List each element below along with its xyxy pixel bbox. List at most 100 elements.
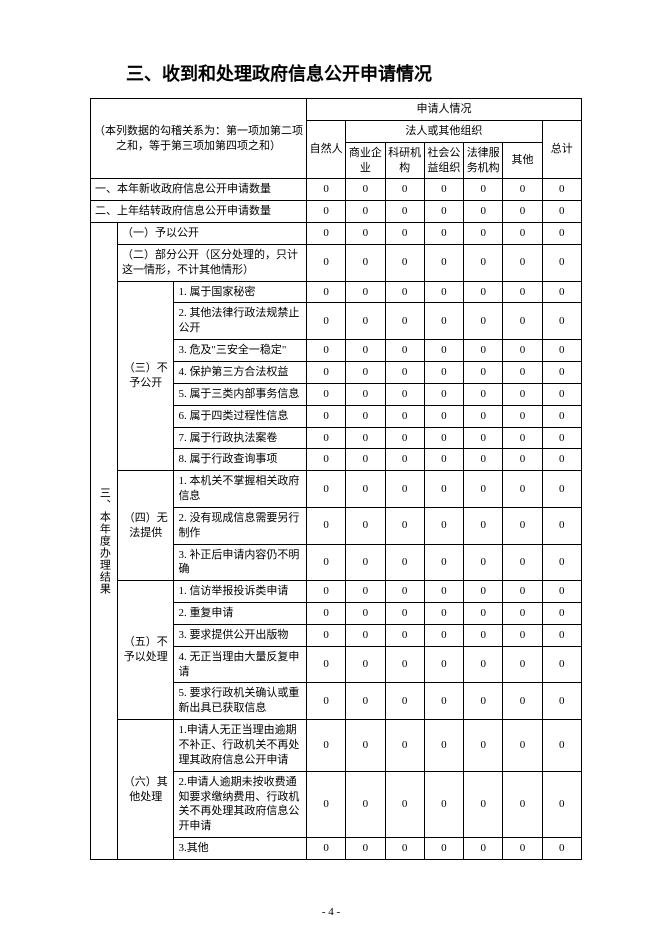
cell: 0 — [346, 179, 385, 201]
application-table: （本列数据的勾稽关系为：第一项加第二项之和，等于第三项加第四项之和） 申请人情况… — [90, 98, 582, 860]
section3-label: 三、本年度办理结果 — [91, 223, 118, 860]
cell: 0 — [464, 340, 503, 362]
cell: 0 — [503, 449, 542, 471]
cell: 0 — [503, 303, 542, 340]
cell: 0 — [424, 720, 463, 772]
cell: 0 — [464, 383, 503, 405]
cell: 0 — [464, 303, 503, 340]
cell: 0 — [464, 471, 503, 508]
cell: 0 — [542, 361, 581, 383]
s3-5-0: 1. 信访举报投诉类申请 — [174, 581, 307, 603]
cell: 0 — [503, 281, 542, 303]
table-row: （六）其他处理 1.申请人无正当理由逾期不补正、行政机关不再处理其政府信息公开申… — [91, 720, 582, 772]
cell: 0 — [424, 544, 463, 581]
s3-6-0: 1.申请人无正当理由逾期不补正、行政机关不再处理其政府信息公开申请 — [174, 720, 307, 772]
cell: 0 — [542, 281, 581, 303]
cell: 0 — [424, 603, 463, 625]
cell: 0 — [542, 838, 581, 860]
cell: 0 — [503, 624, 542, 646]
cell: 0 — [385, 838, 424, 860]
cell: 0 — [424, 281, 463, 303]
row1-label: 一、本年新收政府信息公开申请数量 — [91, 179, 307, 201]
s3-6-1: 2.申请人逾期未按收费通知要求缴纳费用、行政机关不再处理其政府信息公开申请 — [174, 771, 307, 837]
cell: 0 — [503, 361, 542, 383]
s3-4-label: （四）无法提供 — [117, 471, 173, 581]
cell: 0 — [424, 405, 463, 427]
cell: 0 — [385, 507, 424, 544]
cell: 0 — [346, 646, 385, 683]
cell: 0 — [424, 303, 463, 340]
cell: 0 — [542, 223, 581, 245]
cell: 0 — [424, 244, 463, 281]
cell: 0 — [424, 449, 463, 471]
cell: 0 — [542, 340, 581, 362]
cell: 0 — [385, 544, 424, 581]
s3-3-3: 4. 保护第三方合法权益 — [174, 361, 307, 383]
cell: 0 — [385, 603, 424, 625]
cell: 0 — [346, 340, 385, 362]
s3-3-4: 5. 属于三类内部事务信息 — [174, 383, 307, 405]
cell: 0 — [464, 405, 503, 427]
cell: 0 — [307, 646, 346, 683]
cell: 0 — [385, 771, 424, 837]
cell: 0 — [424, 838, 463, 860]
cell: 0 — [464, 361, 503, 383]
cell: 0 — [424, 624, 463, 646]
cell: 0 — [307, 223, 346, 245]
cell: 0 — [346, 507, 385, 544]
hdr-legal-3: 法律服务机构 — [464, 142, 503, 179]
cell: 0 — [307, 427, 346, 449]
cell: 0 — [503, 771, 542, 837]
cell: 0 — [346, 303, 385, 340]
cell: 0 — [307, 201, 346, 223]
s3-3-7: 8. 属于行政查询事项 — [174, 449, 307, 471]
cell: 0 — [542, 179, 581, 201]
row2-label: 二、上年结转政府信息公开申请数量 — [91, 201, 307, 223]
cell: 0 — [503, 683, 542, 720]
cell: 0 — [424, 201, 463, 223]
cell: 0 — [464, 646, 503, 683]
cell: 0 — [424, 471, 463, 508]
cell: 0 — [307, 683, 346, 720]
cell: 0 — [542, 544, 581, 581]
hdr-applicant: 申请人情况 — [307, 99, 582, 121]
cell: 0 — [346, 720, 385, 772]
cell: 0 — [542, 581, 581, 603]
cell: 0 — [385, 581, 424, 603]
s3-6-label: （六）其他处理 — [117, 720, 173, 860]
cell: 0 — [542, 624, 581, 646]
cell: 0 — [346, 383, 385, 405]
s3-4-2: 3. 补正后申请内容仍不明确 — [174, 544, 307, 581]
hdr-natural: 自然人 — [307, 120, 346, 179]
cell: 0 — [385, 340, 424, 362]
cell: 0 — [346, 427, 385, 449]
cell: 0 — [464, 720, 503, 772]
cell: 0 — [307, 624, 346, 646]
cell: 0 — [307, 603, 346, 625]
cell: 0 — [307, 405, 346, 427]
hdr-legal-2: 社会公益组织 — [424, 142, 463, 179]
cell: 0 — [307, 771, 346, 837]
cell: 0 — [307, 544, 346, 581]
cell: 0 — [385, 624, 424, 646]
cell: 0 — [464, 838, 503, 860]
table-row: （三）不予公开 1. 属于国家秘密 0000000 — [91, 281, 582, 303]
cell: 0 — [346, 624, 385, 646]
cell: 0 — [307, 281, 346, 303]
hdr-total: 总计 — [542, 120, 581, 179]
cell: 0 — [424, 683, 463, 720]
cell: 0 — [385, 646, 424, 683]
cell: 0 — [542, 427, 581, 449]
s3-3-5: 6. 属于四类过程性信息 — [174, 405, 307, 427]
cell: 0 — [542, 471, 581, 508]
cell: 0 — [464, 544, 503, 581]
cell: 0 — [503, 340, 542, 362]
cell: 0 — [307, 303, 346, 340]
s3-3-1: 2. 其他法律行政法规禁止公开 — [174, 303, 307, 340]
s3-4-0: 1. 本机关不掌握相关政府信息 — [174, 471, 307, 508]
cell: 0 — [385, 201, 424, 223]
cell: 0 — [385, 720, 424, 772]
hdr-legal-0: 商业企业 — [346, 142, 385, 179]
cell: 0 — [307, 361, 346, 383]
cell: 0 — [346, 281, 385, 303]
